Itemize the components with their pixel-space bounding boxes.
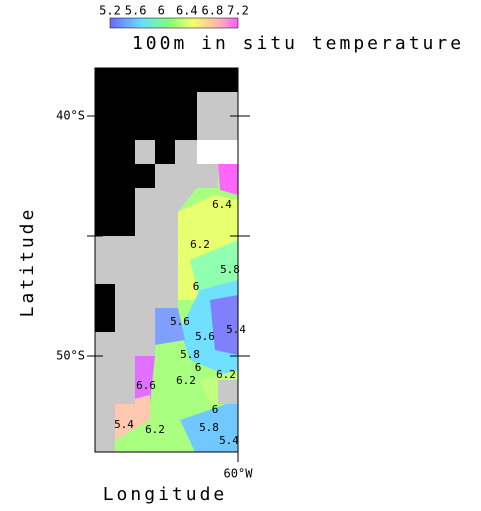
contour-label: 6.2 xyxy=(190,238,210,251)
contour-label: 5.4 xyxy=(219,434,239,447)
contour-label: 6.6 xyxy=(136,379,156,392)
contour-label: 6 xyxy=(193,280,200,293)
colorbar-tick-label: 7.2 xyxy=(227,4,249,18)
colorbar xyxy=(109,17,239,29)
x-axis-label: Longitude xyxy=(103,484,228,505)
contour-label: 5.8 xyxy=(199,421,219,434)
contour-label: 5.4 xyxy=(114,418,134,431)
plot-frame xyxy=(94,67,239,453)
contour-label: 5.6 xyxy=(195,330,215,343)
colorbar-tick-label: 6.4 xyxy=(176,4,198,18)
contour-label: 6 xyxy=(212,403,219,416)
contour-label: 5.8 xyxy=(180,348,200,361)
contour-label: 6.4 xyxy=(212,198,232,211)
x-tick-label: 60°W xyxy=(224,467,254,481)
contour-label: 5.4 xyxy=(226,323,246,336)
colorbar-tick-label: 5.2 xyxy=(99,4,121,18)
temperature-field xyxy=(115,164,238,452)
colorbar-tick-label: 5.6 xyxy=(125,4,147,18)
colorbar-tick-label: 6.8 xyxy=(202,4,224,18)
colorbar-tick-label: 6 xyxy=(158,4,165,18)
y-tick-label: 50°S xyxy=(56,349,85,363)
chart-title: 100m in situ temperature xyxy=(132,33,464,54)
contour-label: 6 xyxy=(195,361,202,374)
contour-label: 5.6 xyxy=(170,315,190,328)
y-axis-label: Latitude xyxy=(17,207,38,318)
contour-label: 6.2 xyxy=(145,423,165,436)
contour-label: 6.2 xyxy=(176,374,196,387)
contour-label: 6.2 xyxy=(216,368,236,381)
y-tick-label: 40°S xyxy=(56,109,85,123)
contour-label: 5.8 xyxy=(220,263,240,276)
